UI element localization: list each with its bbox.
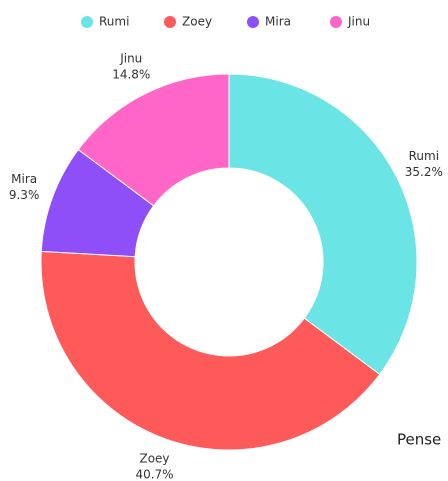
- legend-label: Jinu: [347, 15, 370, 29]
- legend-label: Mira: [265, 15, 291, 29]
- legend-swatch: [164, 16, 176, 28]
- legend-swatch: [330, 16, 342, 28]
- legend-swatch: [247, 16, 259, 28]
- legend-label: Zoey: [182, 15, 212, 29]
- slice: [40, 250, 381, 451]
- value-label: 35.2%: [405, 165, 443, 179]
- slice-label: Mira: [11, 172, 37, 186]
- legend-label: Rumi: [99, 15, 129, 29]
- slice-label: Rumi: [409, 149, 439, 163]
- value-label: 9.3%: [9, 188, 40, 202]
- annotation: Pense: [397, 431, 441, 449]
- legend-swatch: [81, 16, 93, 28]
- slice: [228, 73, 418, 376]
- slice-label: Jinu: [119, 52, 142, 66]
- slice: [77, 73, 230, 207]
- slice-label: Zoey: [139, 451, 169, 465]
- value-label: 40.7%: [135, 467, 173, 481]
- value-label: 14.8%: [112, 68, 150, 82]
